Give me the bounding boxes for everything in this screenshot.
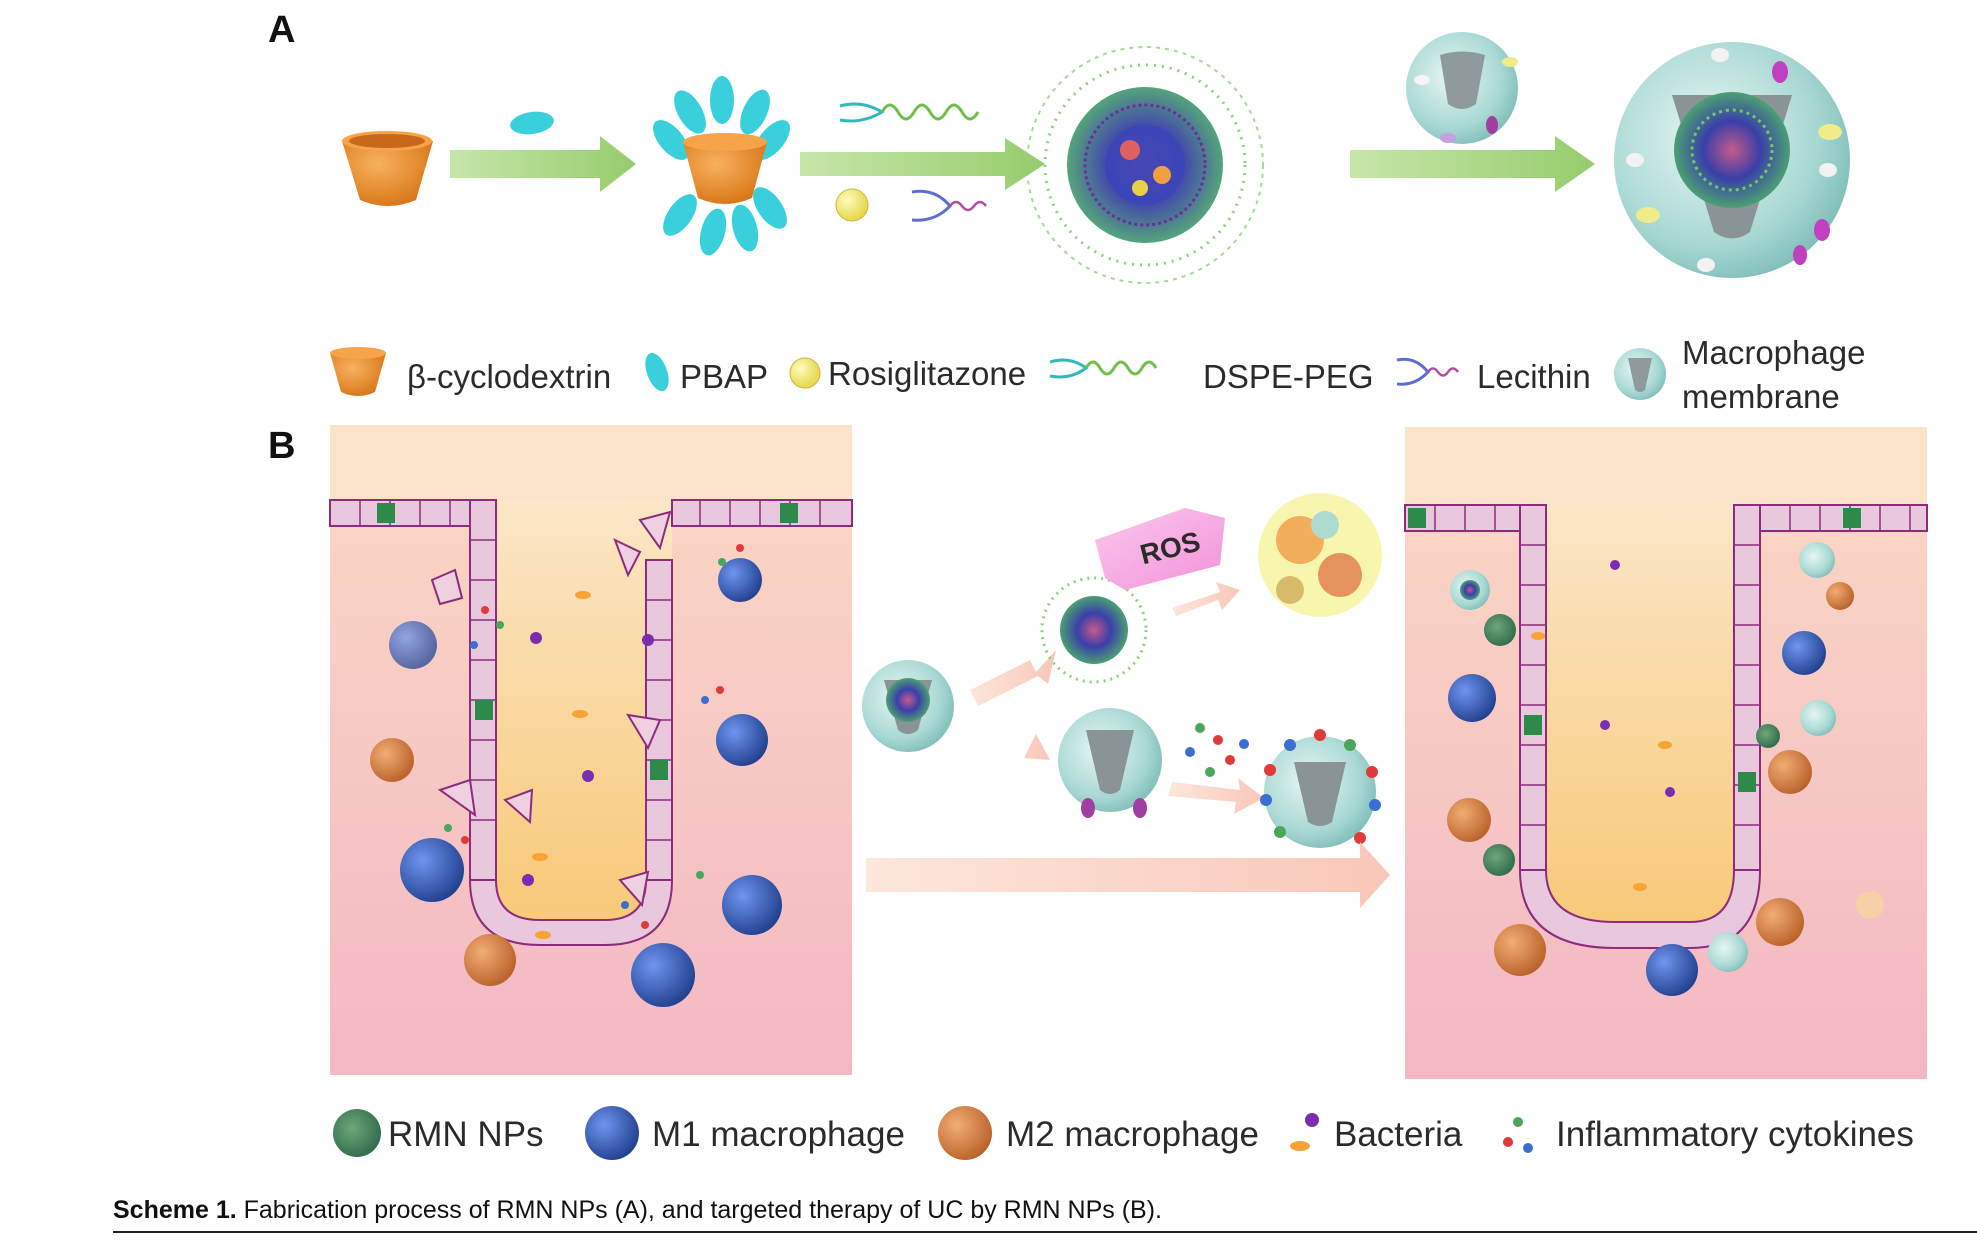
- rmn-np-large-icon: [1614, 42, 1850, 278]
- rmn-np: [1483, 844, 1515, 876]
- figure-caption: Scheme 1. Fabrication process of RMN NPs…: [113, 1196, 1977, 1233]
- arrow-step-2: [800, 102, 1045, 222]
- legend-rosiglitazone-icon: [789, 357, 821, 389]
- inflammatory-cytokines-left: [444, 544, 744, 929]
- right-tissue-cells: [1447, 542, 1884, 996]
- legend-pbap-label: PBAP: [680, 358, 768, 395]
- rmn-np: [1799, 542, 1835, 578]
- panel-a-label: A: [268, 9, 295, 51]
- legend-pbap-icon: [645, 352, 669, 392]
- legend-a: β-cyclodextrin PBAP Rosiglitazone DSPE-P…: [330, 334, 1865, 415]
- legend-lecithin-label: Lecithin: [1477, 358, 1591, 395]
- legend-cyclodextrin-label: β-cyclodextrin: [407, 358, 611, 395]
- m1-macrophage: [1646, 944, 1698, 996]
- legend-rosiglitazone-label: Rosiglitazone: [828, 355, 1026, 392]
- rmn-np: [1484, 614, 1516, 646]
- rmn-np: [1800, 700, 1836, 736]
- m1-macrophage: [631, 943, 695, 1007]
- arrow-step-3: [1350, 32, 1595, 192]
- cytokine-loaded-vesicle-icon: [1260, 729, 1381, 848]
- legend-m1-label: M1 macrophage: [652, 1115, 905, 1154]
- ros-response-path: ROS: [862, 493, 1390, 908]
- legend-rmn-nps-icon: [333, 1109, 381, 1157]
- legend-bacteria-icon: [1290, 1113, 1319, 1151]
- m1-macrophage: [1448, 674, 1496, 722]
- m1-macrophage: [718, 558, 762, 602]
- arrow-step-1: [450, 111, 636, 192]
- legend-m1-macrophage-icon: [585, 1106, 639, 1160]
- m2-macrophage: [1494, 924, 1546, 976]
- caption-text: Fabrication process of RMN NPs (A), and …: [236, 1196, 1162, 1224]
- m2-macrophage: [1768, 750, 1812, 794]
- legend-b: RMN NPs M1 macrophage M2 macrophage Bact…: [333, 1106, 1914, 1160]
- dspe-peg-icon: [839, 102, 885, 123]
- legend-m2-macrophage-icon: [938, 1106, 992, 1160]
- m2-macrophage: [464, 934, 516, 986]
- legend-dspe-peg-icon: [1049, 358, 1158, 379]
- bacteria-icons: [522, 632, 654, 886]
- lecithin-icon: [911, 189, 953, 222]
- m1-macrophage: [389, 621, 437, 669]
- legend-dspe-peg-label: DSPE-PEG: [1203, 358, 1374, 395]
- legend-macrophage-membrane-label-2: membrane: [1682, 378, 1840, 415]
- legend-cytokines-label: Inflammatory cytokines: [1556, 1115, 1914, 1154]
- ros-badge: ROS: [1095, 508, 1225, 590]
- legend-lecithin-icon: [1396, 357, 1460, 386]
- cd-pbap-complex-icon: [653, 76, 790, 256]
- m2-macrophage: [1447, 798, 1491, 842]
- released-drug-cloud: [1258, 493, 1382, 617]
- rosiglitazone-icon: [835, 188, 869, 222]
- legend-macrophage-membrane-label-1: Macrophage: [1682, 334, 1865, 371]
- rmn-np-icon: [862, 660, 954, 752]
- legend-inflammatory-cytokines-icon: [1503, 1117, 1533, 1153]
- panel-b-label: B: [268, 425, 295, 467]
- m1-macrophage: [716, 714, 768, 766]
- membrane-vesicle-icon: [1058, 708, 1162, 818]
- m2-macrophage: [1826, 582, 1854, 610]
- legend-bacteria-label: Bacteria: [1334, 1115, 1463, 1154]
- left-tissue-cells: [370, 544, 782, 1007]
- m2-macrophage: [1756, 898, 1804, 946]
- pbap-icon: [510, 111, 554, 135]
- legend-rmn-nps-label: RMN NPs: [388, 1115, 544, 1154]
- m2-macrophage: [370, 738, 414, 782]
- m1-macrophage: [1782, 631, 1826, 675]
- m1-macrophage: [722, 875, 782, 935]
- rmn-np: [1708, 932, 1748, 972]
- legend-m2-label: M2 macrophage: [1006, 1115, 1259, 1154]
- cyclodextrin-icon: [342, 131, 433, 206]
- rmn-np: [1756, 724, 1780, 748]
- legend-cyclodextrin-icon: [330, 347, 386, 396]
- caption-lead: Scheme 1.: [113, 1196, 237, 1224]
- legend-macrophage-membrane-icon: [1614, 348, 1666, 400]
- m1-macrophage: [400, 838, 464, 902]
- macrophage-membrane-vesicle-icon: [1406, 32, 1518, 144]
- micelle-nanoparticle-icon: [1026, 46, 1264, 284]
